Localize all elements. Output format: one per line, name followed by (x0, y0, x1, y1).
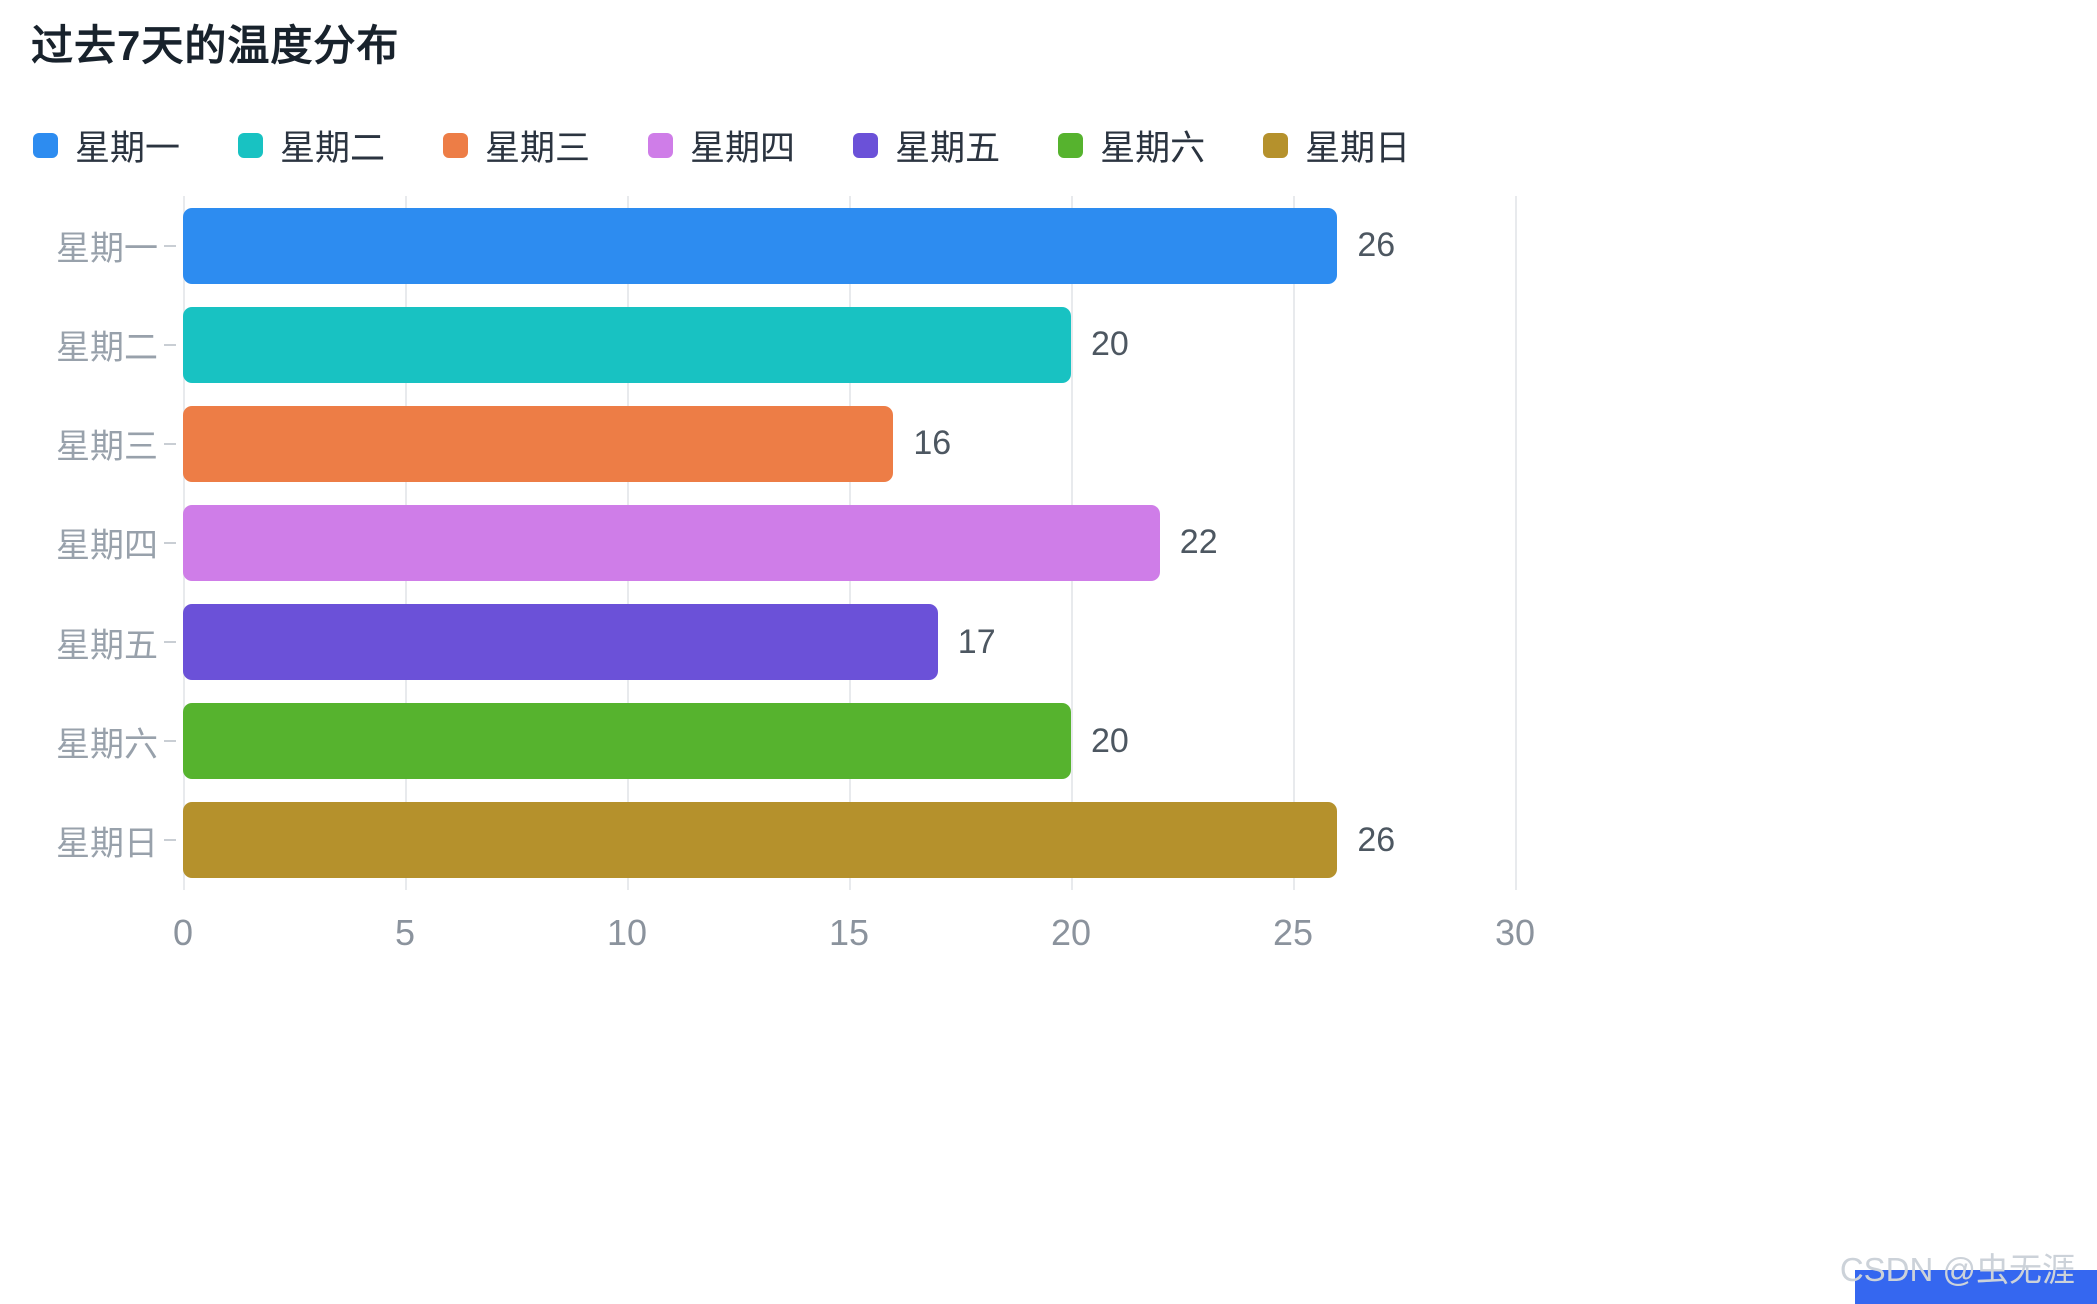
y-axis-label: 星期四 (56, 527, 158, 566)
legend-swatch (648, 133, 674, 158)
y-axis-tick-cell (164, 493, 180, 592)
bar-6[interactable] (183, 703, 1071, 780)
bar-rows: 26 20 16 22 17 20 26 (183, 196, 1515, 890)
corner-block (1855, 1270, 2097, 1304)
bar-value-label: 20 (1091, 721, 1129, 760)
y-axis-tick-cell (164, 593, 180, 692)
bar-row: 26 (183, 791, 1515, 890)
y-axis-label: 星期二 (56, 329, 158, 368)
y-axis-label: 星期日 (56, 824, 158, 863)
y-axis-label: 星期六 (56, 725, 158, 764)
legend-swatch (33, 133, 58, 158)
bar-value-label: 26 (1357, 226, 1396, 265)
x-axis-labels: 0 5 10 15 20 25 30 (173, 912, 1535, 958)
legend-item-1[interactable]: 星期一 (33, 120, 180, 171)
legend-label: 星期一 (75, 129, 181, 168)
legend: 星期一 星期二 星期三 星期四 星期五 星期六 星期日 (33, 120, 1410, 171)
legend-swatch (1263, 133, 1289, 158)
y-axis-tick-cell (164, 692, 180, 791)
bar-row: 26 (183, 196, 1515, 295)
x-axis-tick-label: 5 (394, 912, 416, 953)
legend-item-2[interactable]: 星期二 (238, 120, 385, 171)
y-axis-tick (164, 343, 176, 346)
x-axis-tick-label: 10 (606, 912, 648, 953)
y-axis-tick (164, 740, 176, 743)
bar-2[interactable] (183, 306, 1071, 383)
legend-label: 星期五 (895, 129, 1001, 168)
y-axis-tick-cell (164, 394, 180, 493)
bar-5[interactable] (183, 604, 938, 681)
legend-item-4[interactable]: 星期四 (648, 120, 795, 171)
x-axis-tick-label: 25 (1272, 912, 1314, 953)
bar-row: 20 (183, 692, 1515, 791)
bar-row: 16 (183, 394, 1515, 493)
y-axis-labels: 星期一星期二星期三星期四星期五星期六星期日 (0, 196, 158, 890)
legend-swatch (238, 133, 264, 158)
legend-label: 星期三 (485, 129, 591, 168)
legend-label: 星期六 (1100, 129, 1206, 168)
y-axis-tick (164, 442, 176, 445)
chart-title: 过去7天的温度分布 (31, 22, 400, 69)
x-axis-tick-label: 30 (1494, 912, 1536, 953)
y-axis-label: 星期三 (56, 428, 158, 467)
x-axis-tick-label: 15 (828, 912, 870, 953)
y-axis-tick (164, 641, 176, 644)
y-axis-tick-cell (164, 295, 180, 394)
watermark: CSDN @虫无涯 (1839, 1251, 2075, 1288)
bar-3[interactable] (183, 405, 894, 482)
y-axis-tick (164, 839, 176, 842)
x-axis-tick-label: 20 (1050, 912, 1092, 953)
bar-value-label: 26 (1357, 820, 1396, 859)
y-axis-tick-cell (164, 196, 180, 295)
plot-area: 26 20 16 22 17 20 26 (183, 196, 1517, 890)
legend-label: 星期日 (1305, 129, 1411, 168)
legend-swatch (853, 133, 879, 158)
bar-value-label: 22 (1179, 523, 1218, 562)
legend-swatch (443, 133, 469, 158)
bar-row: 17 (183, 593, 1515, 692)
legend-label: 星期二 (280, 129, 386, 168)
y-axis-label: 星期一 (56, 230, 158, 269)
legend-item-3[interactable]: 星期三 (443, 120, 590, 171)
bar-value-label: 17 (957, 622, 996, 661)
y-axis-ticks (164, 196, 180, 890)
legend-swatch (1058, 133, 1084, 158)
y-axis-tick (164, 244, 176, 247)
legend-item-6[interactable]: 星期六 (1058, 120, 1205, 171)
gridline (1293, 196, 1295, 890)
bar-1[interactable] (183, 207, 1338, 284)
y-axis-label: 星期五 (56, 626, 158, 665)
bar-row: 20 (183, 295, 1515, 394)
legend-item-7[interactable]: 星期日 (1263, 120, 1410, 171)
bar-value-label: 16 (913, 424, 952, 463)
legend-label: 星期四 (690, 129, 796, 168)
y-axis-tick (164, 541, 176, 544)
bar-value-label: 20 (1091, 325, 1129, 364)
y-axis-tick-cell (164, 791, 180, 890)
bar-row: 22 (183, 493, 1515, 592)
x-axis-tick-label: 0 (172, 912, 194, 953)
legend-item-5[interactable]: 星期五 (853, 120, 1000, 171)
gridline (1515, 196, 1517, 890)
bar-7[interactable] (183, 802, 1338, 879)
bar-4[interactable] (183, 504, 1160, 581)
